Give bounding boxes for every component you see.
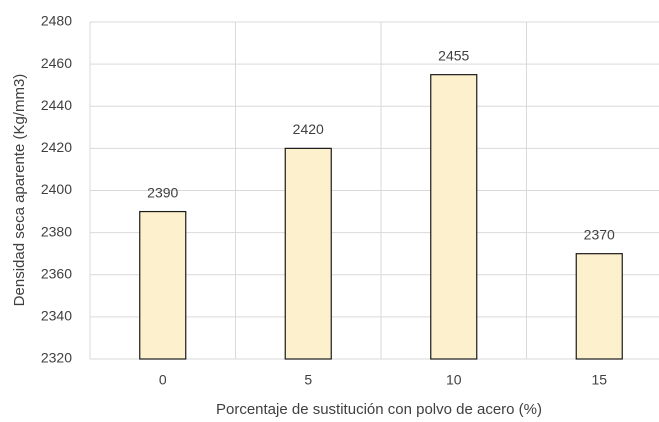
- y-tick-label: 2400: [41, 181, 72, 197]
- data-label: 2390: [147, 184, 178, 200]
- x-tick-label: 5: [304, 372, 312, 388]
- bar: [575, 253, 623, 360]
- y-tick-label: 2460: [41, 55, 72, 71]
- y-axis-label: Densidad seca aparente (Kg/mm3): [11, 74, 28, 307]
- bar: [430, 74, 478, 360]
- y-tick-label: 2340: [41, 308, 72, 324]
- data-label: 2420: [293, 121, 324, 137]
- x-tick-label: 10: [446, 372, 462, 388]
- bar: [139, 210, 187, 360]
- data-label: 2455: [438, 47, 469, 63]
- bar: [284, 147, 332, 360]
- y-tick-label: 2360: [41, 265, 72, 281]
- data-label: 2370: [584, 226, 615, 242]
- y-tick-label: 2320: [41, 350, 72, 366]
- x-axis-label: Porcentaje de sustitución con polvo de a…: [216, 401, 542, 418]
- y-tick-label: 2380: [41, 223, 72, 239]
- y-tick-label: 2480: [41, 13, 72, 29]
- x-tick-label: 0: [159, 372, 167, 388]
- y-tick-label: 2420: [41, 139, 72, 155]
- x-tick-label: 15: [591, 372, 607, 388]
- y-tick-label: 2440: [41, 97, 72, 113]
